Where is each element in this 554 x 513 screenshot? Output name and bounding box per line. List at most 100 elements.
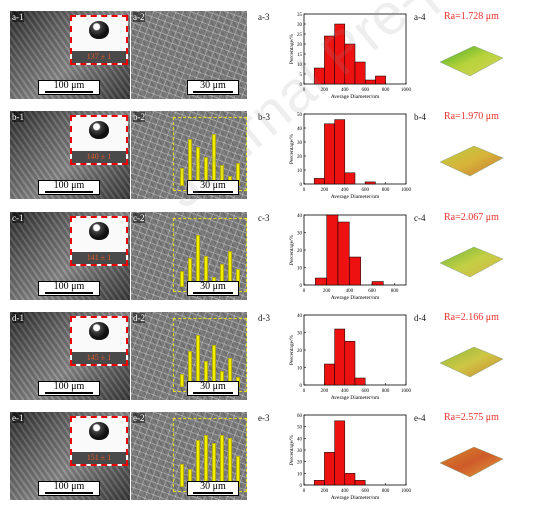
y-tick-label: 0 <box>300 83 303 88</box>
x-tick-label: 400 <box>341 389 349 394</box>
surface-topography-image <box>439 346 504 378</box>
histogram-bar <box>334 119 346 185</box>
histogram-bar <box>371 281 384 286</box>
histogram-bar <box>364 181 376 185</box>
histogram-svg: 0 5 10 15 20 25 30 35 0 200 400 600 800 1000 Average D… <box>289 13 412 100</box>
sem-fiber-image: b-2 30 μm <box>131 111 247 199</box>
y-tick-label: 20 <box>297 155 303 160</box>
scale-bar-line <box>193 292 233 294</box>
sem-cross-section-image: d-1 145 ± 1 100 μm <box>10 312 130 400</box>
water-droplet-icon <box>89 422 109 440</box>
histogram-bar <box>334 23 346 85</box>
histogram-bar <box>334 420 346 486</box>
inset-bar <box>220 435 224 487</box>
surface-axis <box>439 258 504 278</box>
inset-bar <box>228 437 232 487</box>
surface-topography-image <box>439 45 504 77</box>
inset-bar <box>196 335 200 387</box>
y-tick-label: 20 <box>297 349 303 354</box>
histogram-bar <box>324 123 335 185</box>
y-tick-label: 10 <box>297 63 303 68</box>
y-tick-label: 40 <box>297 214 303 219</box>
panel-label: b-4 <box>414 112 426 122</box>
histogram-bar <box>344 341 356 386</box>
x-tick-label: 800 <box>382 88 390 93</box>
scale-bar-label: 100 μm <box>53 281 85 292</box>
y-tick-label: 30 <box>297 232 303 237</box>
x-tick-label: 600 <box>368 289 376 294</box>
inset-bar <box>180 374 184 387</box>
y-axis-label: Percentage/% <box>289 434 295 465</box>
histogram-bar <box>344 43 356 85</box>
x-tick-label: 800 <box>382 489 390 494</box>
scale-bar-label: 30 μm <box>200 180 226 191</box>
y-tick-label: 20 <box>297 43 303 48</box>
sem-fiber-image: c-2 30 μm <box>131 212 247 300</box>
y-tick-label: 35 <box>297 13 303 18</box>
scale-bar: 100 μm <box>38 80 100 95</box>
contact-angle-value: 140 ± 1 <box>72 151 126 163</box>
histogram-bar <box>313 480 325 486</box>
histogram-bar <box>344 172 356 185</box>
scale-bar-line <box>45 492 93 494</box>
contact-angle-inset: 141 ± 1 <box>70 216 128 266</box>
water-droplet-icon <box>89 121 109 139</box>
inset-bar <box>180 167 184 186</box>
x-tick-label: 200 <box>321 389 329 394</box>
x-tick-label: 600 <box>361 188 369 193</box>
figure-row-b: b-1 140 ± 1 100 μm b-2 30 μm b-3 0 10 20 30 40 50 0 2… <box>0 104 554 200</box>
histogram-bar <box>344 473 356 486</box>
x-tick-label: 1000 <box>401 489 412 494</box>
x-tick-label: 400 <box>341 88 349 93</box>
x-tick-label: 1000 <box>401 389 412 394</box>
y-tick-label: 20 <box>297 461 303 466</box>
y-tick-label: 60 <box>297 414 303 419</box>
sem-fiber-image: e-2 30 μm <box>131 412 247 500</box>
y-tick-label: 40 <box>297 437 303 442</box>
panel-label: b-1 <box>12 112 24 122</box>
x-tick-label: 600 <box>361 489 369 494</box>
scale-bar: 30 μm <box>187 381 239 396</box>
panel-label: c-2 <box>133 213 145 223</box>
x-axis-label: Average Diameter/nm <box>331 395 380 401</box>
x-tick-label: 600 <box>361 389 369 394</box>
x-tick-label: 800 <box>391 289 399 294</box>
scale-bar-line <box>193 492 233 494</box>
inset-bar <box>180 271 184 287</box>
x-tick-label: 600 <box>361 88 369 93</box>
y-tick-label: 30 <box>297 141 303 146</box>
contact-angle-inset: 137 ± 1 <box>70 15 128 65</box>
histogram-bar <box>334 328 346 386</box>
x-tick-label: 0 <box>303 188 306 193</box>
diameter-histogram: 0 10 20 30 40 0 200 400 600 800 Average Diameter/n… <box>288 211 413 306</box>
sem-cross-section-image: a-1 137 ± 1 100 μm <box>10 11 130 99</box>
y-tick-label: 10 <box>297 367 303 372</box>
sem-cross-section-image: b-1 140 ± 1 100 μm <box>10 111 130 199</box>
panel-label: d-3 <box>258 313 270 323</box>
panel-label: a-3 <box>258 12 270 22</box>
y-axis-label: Percentage/% <box>289 133 295 164</box>
histogram-bar <box>326 214 339 286</box>
panel-label: d-4 <box>414 313 426 323</box>
figure-row-a: a-1 137 ± 1 100 μm a-2 30 μm a-3 0 5 10 15 20 25 30 3… <box>0 4 554 100</box>
contact-angle-value: 151 ± 1 <box>72 452 126 464</box>
y-tick-label: 10 <box>297 169 303 174</box>
x-axis-label: Average Diameter/nm <box>331 495 380 501</box>
histogram-bar <box>354 61 366 85</box>
scale-bar-label: 100 μm <box>53 180 85 191</box>
panel-label: e-2 <box>133 413 145 423</box>
sem-fiber-image: d-2 30 μm <box>131 312 247 400</box>
sem-fiber-image: a-2 30 μm <box>131 11 247 99</box>
scale-bar: 100 μm <box>38 180 100 195</box>
roughness-value: Ra=2.067 μm <box>444 212 499 223</box>
y-tick-label: 25 <box>297 33 303 38</box>
panel-label: a-4 <box>414 12 426 22</box>
y-tick-label: 40 <box>297 127 303 132</box>
y-tick-label: 20 <box>297 249 303 254</box>
surface-topography-image <box>439 246 504 278</box>
x-tick-label: 400 <box>346 289 354 294</box>
contact-angle-value: 137 ± 1 <box>72 51 126 63</box>
y-tick-label: 0 <box>300 183 303 188</box>
histogram-bar <box>315 277 327 286</box>
